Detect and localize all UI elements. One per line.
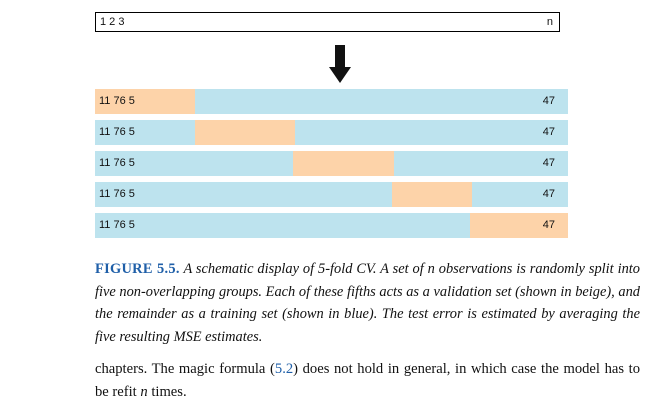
body-math-n: n: [140, 383, 148, 400]
fold-row-1: 11 76 5 47: [95, 89, 568, 114]
row-end-label: 47: [542, 188, 555, 200]
row-end-label: 47: [542, 95, 555, 107]
fold-row-3: 11 76 5 47: [95, 151, 568, 176]
validation-segment: [293, 151, 394, 176]
figure-label: FIGURE 5.5.: [95, 261, 180, 277]
caption-math-n: n: [427, 261, 435, 277]
fold-row-5: 11 76 5 47: [95, 213, 568, 238]
fold-row-2: 11 76 5 47: [95, 120, 568, 145]
row-end-label: 47: [542, 126, 555, 138]
caption-text: A schematic display of 5-fold CV. A set …: [183, 261, 424, 277]
down-arrow-icon: [329, 45, 351, 83]
row-start-label: 11 76 5: [99, 188, 135, 200]
row-end-label: 47: [542, 219, 555, 231]
row-start-label: 11 76 5: [99, 157, 135, 169]
figure-caption: FIGURE 5.5. A schematic display of 5-fol…: [95, 258, 640, 348]
caption-text: observations is randomly split into five…: [95, 261, 640, 345]
fold-row-4: 11 76 5 47: [95, 182, 568, 207]
row-start-label: 11 76 5: [99, 126, 135, 138]
validation-segment: [195, 120, 295, 145]
row-start-label: 11 76 5: [99, 219, 135, 231]
observations-bar: 1 2 3 n: [95, 12, 560, 32]
body-text: times.: [151, 383, 187, 400]
row-end-label: 47: [542, 157, 555, 169]
body-text: chapters. The magic formula (: [95, 361, 275, 377]
cv-diagram: 1 2 3 n 11 76 5 47 11 76 5 47 11 76 5 47…: [95, 12, 568, 238]
observations-start-label: 1 2 3: [100, 16, 125, 28]
observations-end-label: n: [546, 16, 553, 28]
row-start-label: 11 76 5: [99, 95, 135, 107]
equation-reference-link[interactable]: 5.2: [274, 361, 294, 377]
validation-segment: [95, 89, 195, 114]
validation-segment: [392, 182, 472, 207]
validation-segment: [470, 213, 568, 238]
body-paragraph: chapters. The magic formula (5.2) does n…: [95, 358, 640, 403]
body-text: ) does not hold in general, in which cas…: [95, 361, 640, 400]
